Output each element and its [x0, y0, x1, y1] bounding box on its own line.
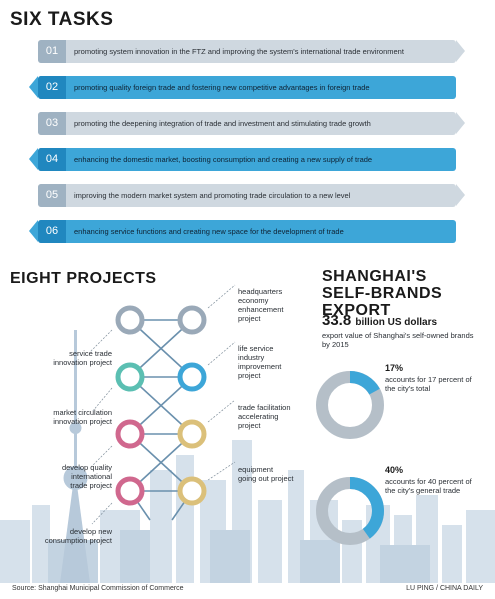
project-label-right-4: equipment going out project — [238, 465, 294, 483]
task-text: improving the modern market system and p… — [74, 191, 351, 200]
task-text: promoting the deepening integration of t… — [74, 119, 371, 128]
project-node-right-1 — [177, 305, 207, 335]
donut-2-percent: 40% — [385, 465, 404, 475]
project-node-left-3 — [115, 419, 145, 449]
six-tasks-title: SIX TASKS — [10, 9, 114, 30]
eight-projects-title: EIGHT PROJECTS — [10, 270, 157, 287]
export-value-number: 33.8 — [322, 312, 352, 329]
project-node-left-4 — [115, 476, 145, 506]
task-item: 03 promoting the deepening integration of… — [38, 112, 465, 135]
task-text: promoting system innovation in the FTZ a… — [74, 47, 404, 56]
task-item: 02 promoting quality foreign trade and fo… — [29, 76, 456, 99]
project-label-right-1: headquarters economy enhancement project — [238, 287, 284, 323]
export-value-unit: billion US dollars — [355, 317, 438, 328]
task-arrow-tip — [456, 184, 465, 206]
project-label-left-4: develop new consumption project — [44, 527, 112, 545]
export-value-subtitle: export value of Shanghai's self-owned br… — [322, 331, 474, 349]
task-arrow-tip — [29, 148, 38, 170]
project-node-left-1 — [115, 305, 145, 335]
task-number: 04 — [38, 148, 66, 171]
task-item: 05 improving the modern market system and… — [38, 184, 465, 207]
project-node-right-3 — [177, 419, 207, 449]
task-number: 02 — [38, 76, 66, 99]
shanghai-title-line1: SHANGHAI'S — [322, 268, 427, 285]
donut-1-description: accounts for 17 percent of the city's to… — [385, 375, 472, 393]
shanghai-title-line2: SELF-BRANDS EXPORT — [322, 285, 443, 319]
project-node-right-2 — [177, 362, 207, 392]
donut-2-description: accounts for 40 percent of the city's ge… — [385, 477, 472, 495]
task-arrow-tip — [29, 220, 38, 242]
task-item: 01 promoting system innovation in the FTZ… — [38, 40, 465, 63]
task-number: 06 — [38, 220, 66, 243]
project-label-left-1: service trade innovation project — [53, 349, 112, 367]
task-text: promoting quality foreign trade and fost… — [74, 83, 370, 92]
project-node-right-4 — [177, 476, 207, 506]
task-number: 05 — [38, 184, 66, 207]
project-node-left-2 — [115, 362, 145, 392]
project-label-left-3: develop quality international trade proj… — [61, 463, 112, 490]
project-label-right-2: life service industry improvement projec… — [238, 344, 282, 380]
task-text: enhancing service functions and creating… — [74, 227, 344, 236]
task-number: 03 — [38, 112, 66, 135]
task-arrow-tip — [456, 40, 465, 62]
task-item: 06 enhancing service functions and creati… — [29, 220, 456, 243]
task-number: 01 — [38, 40, 66, 63]
donut-2-share — [316, 477, 384, 545]
donut-1-share — [316, 371, 384, 439]
task-item: 04 enhancing the domestic market, boostin… — [29, 148, 456, 171]
project-label-left-2: market circulation innovation project — [53, 408, 112, 426]
source-note: Source: Shanghai Municipal Commission of… — [12, 585, 184, 592]
credit-note: LU PING / CHINA DAILY — [406, 585, 483, 592]
task-arrow-tip — [29, 76, 38, 98]
task-arrow-tip — [456, 112, 465, 134]
task-text: enhancing the domestic market, boosting … — [74, 155, 373, 164]
shanghai-title: SHANGHAI'S SELF-BRANDS EXPORT — [322, 268, 495, 319]
donut-1-percent: 17% — [385, 363, 404, 373]
export-value: 33.8 billion US dollars — [322, 312, 437, 329]
donut-chart-17 — [316, 371, 384, 439]
donut-chart-40 — [316, 477, 384, 545]
project-label-right-3: trade facilitation accelerating project — [238, 403, 291, 430]
